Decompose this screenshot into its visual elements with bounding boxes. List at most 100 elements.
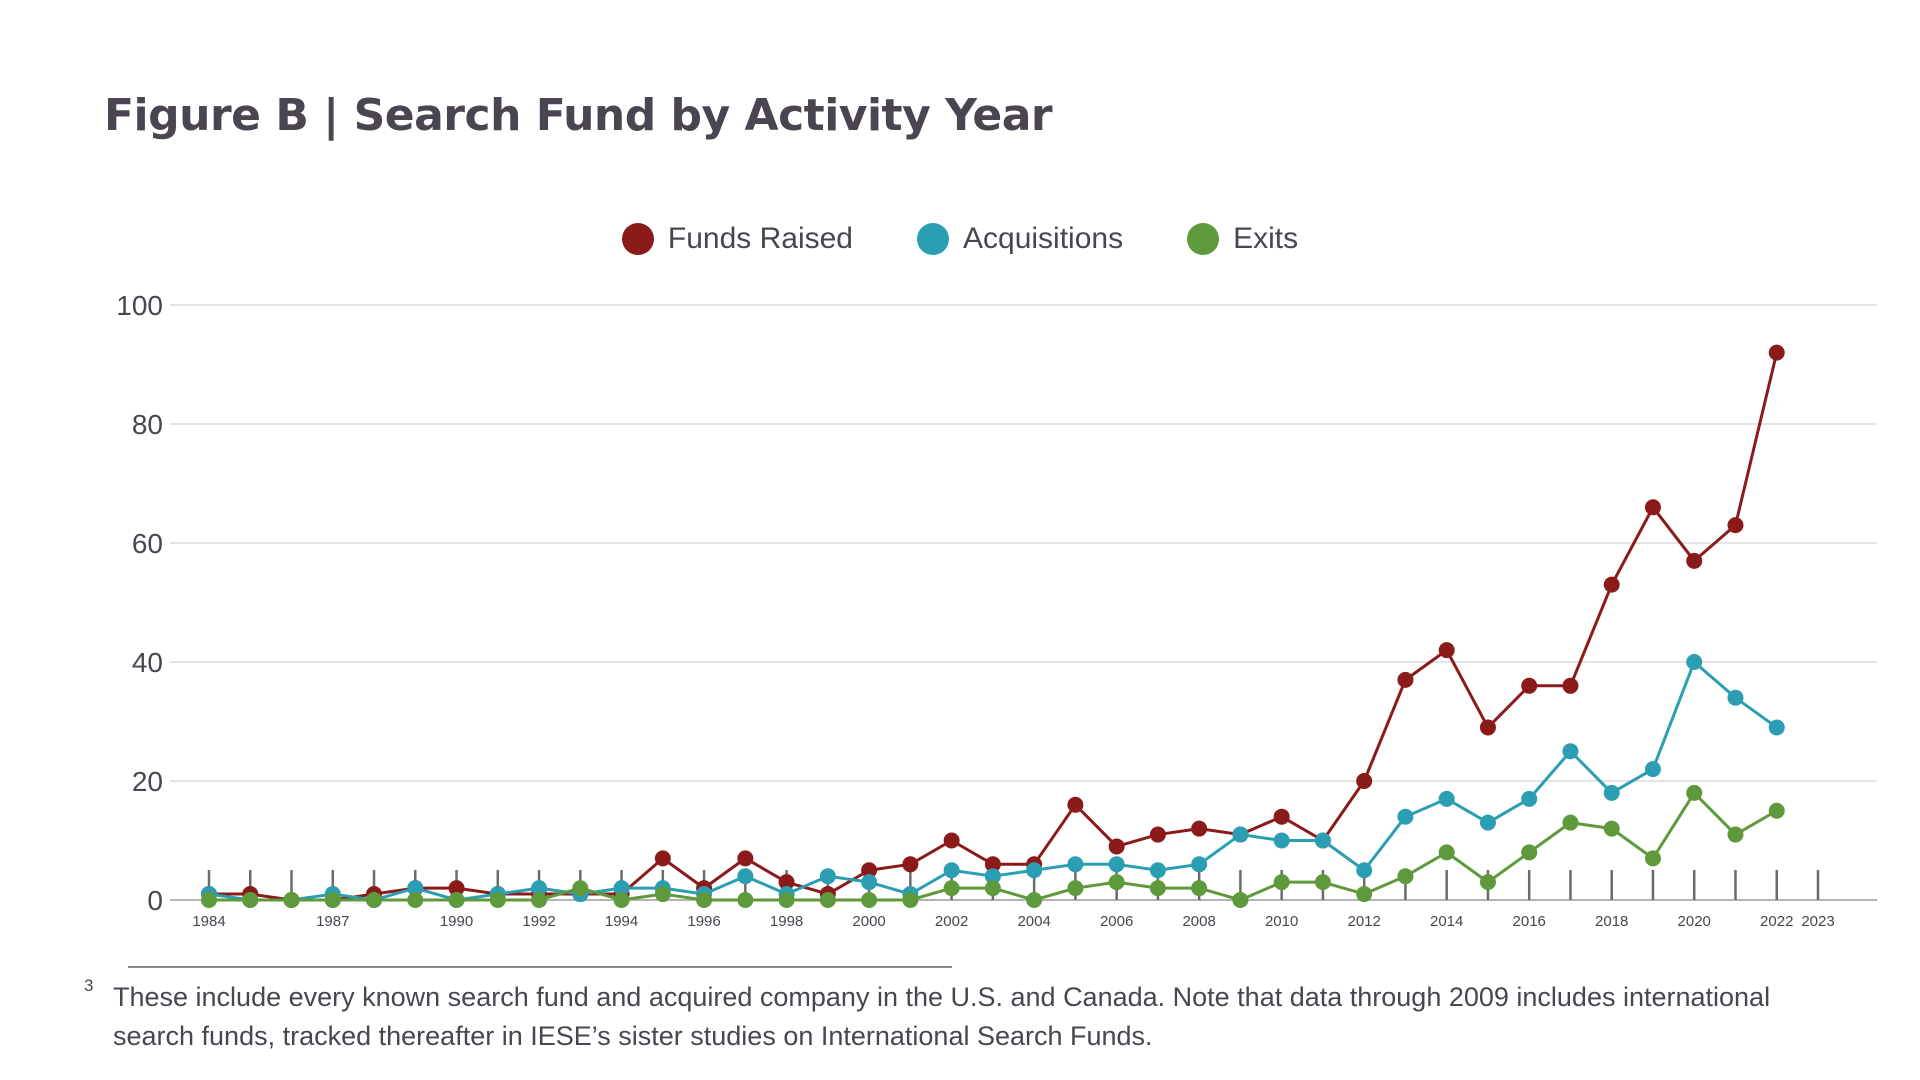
x-tick-label: 1994 bbox=[605, 913, 638, 930]
chart-legend: Funds Raised Acquisitions Exits bbox=[0, 222, 1920, 256]
point-exits-1999 bbox=[819, 892, 836, 908]
point-exits-2015 bbox=[1479, 874, 1496, 891]
footnote-divider bbox=[128, 966, 952, 968]
point-exits-2004 bbox=[1026, 892, 1043, 908]
point-acquisitions-2009 bbox=[1232, 826, 1249, 843]
legend-item-exits: Exits bbox=[1187, 222, 1298, 256]
x-tick-label: 2006 bbox=[1100, 913, 1133, 930]
point-funds-raised-2012 bbox=[1356, 773, 1373, 789]
point-funds-raised-2003 bbox=[984, 856, 1001, 873]
series-exits bbox=[201, 784, 1785, 908]
point-exits-2017 bbox=[1562, 814, 1579, 831]
y-tick-label: 60 bbox=[132, 528, 163, 559]
point-acquisitions-2012 bbox=[1356, 862, 1373, 879]
point-exits-2008 bbox=[1191, 880, 1208, 897]
x-tick-label: 2008 bbox=[1182, 913, 1215, 930]
x-tick-label: 2018 bbox=[1595, 913, 1628, 930]
point-funds-raised-2019 bbox=[1644, 499, 1661, 516]
point-acquisitions-1994 bbox=[613, 880, 630, 897]
y-tick-label: 100 bbox=[116, 290, 163, 321]
point-funds-raised-1995 bbox=[654, 850, 671, 867]
series-funds-raised bbox=[201, 344, 1785, 908]
point-exits-2018 bbox=[1603, 820, 1620, 837]
point-funds-raised-2020 bbox=[1686, 552, 1703, 569]
y-tick-label: 0 bbox=[147, 885, 163, 916]
point-acquisitions-2016 bbox=[1521, 790, 1538, 807]
point-acquisitions-2007 bbox=[1149, 862, 1166, 879]
x-tick-label: 2014 bbox=[1430, 913, 1463, 930]
y-tick-label: 20 bbox=[132, 766, 163, 797]
point-exits-1996 bbox=[696, 892, 713, 908]
point-exits-2010 bbox=[1273, 874, 1290, 891]
x-tick-label: 2023 bbox=[1801, 913, 1834, 930]
point-acquisitions-2002 bbox=[943, 862, 960, 879]
point-acquisitions-2011 bbox=[1314, 832, 1331, 849]
point-exits-1986 bbox=[283, 892, 300, 908]
point-acquisitions-1997 bbox=[737, 868, 754, 885]
point-exits-2006 bbox=[1108, 874, 1125, 891]
point-exits-2000 bbox=[861, 892, 878, 908]
point-exits-1991 bbox=[489, 892, 506, 908]
point-acquisitions-2013 bbox=[1397, 808, 1414, 825]
point-acquisitions-1989 bbox=[407, 880, 424, 897]
x-tick-label: 1996 bbox=[687, 913, 720, 930]
point-acquisitions-2015 bbox=[1479, 814, 1496, 831]
point-acquisitions-2003 bbox=[984, 868, 1001, 885]
point-exits-2016 bbox=[1521, 844, 1538, 861]
x-tick-label: 2012 bbox=[1347, 913, 1380, 930]
x-tick-label: 2020 bbox=[1678, 913, 1711, 930]
point-exits-2009 bbox=[1232, 892, 1249, 908]
point-acquisitions-2004 bbox=[1026, 862, 1043, 879]
chart-grid bbox=[170, 304, 1877, 901]
y-tick-label: 80 bbox=[132, 409, 163, 440]
point-acquisitions-2019 bbox=[1644, 761, 1661, 778]
legend-label: Exits bbox=[1233, 222, 1299, 255]
x-tick-label: 2002 bbox=[935, 913, 968, 930]
point-funds-raised-1998 bbox=[778, 874, 795, 891]
point-exits-2019 bbox=[1644, 850, 1661, 867]
point-funds-raised-2017 bbox=[1562, 677, 1579, 694]
point-funds-raised-2021 bbox=[1727, 517, 1744, 534]
point-exits-1995 bbox=[654, 886, 671, 903]
point-acquisitions-2008 bbox=[1191, 856, 1208, 873]
point-exits-1989 bbox=[407, 892, 424, 908]
footnote-text: These include every known search fund an… bbox=[113, 982, 1771, 1051]
point-exits-2012 bbox=[1356, 886, 1373, 903]
point-exits-1985 bbox=[242, 892, 259, 908]
point-exits-2021 bbox=[1727, 826, 1744, 843]
point-acquisitions-1992 bbox=[531, 880, 548, 897]
point-acquisitions-2006 bbox=[1108, 856, 1125, 873]
point-funds-raised-2006 bbox=[1108, 838, 1125, 855]
point-exits-1988 bbox=[366, 892, 383, 908]
point-funds-raised-1997 bbox=[737, 850, 754, 867]
legend-item-funds-raised: Funds Raised bbox=[621, 222, 853, 256]
legend-marker bbox=[621, 223, 654, 255]
point-exits-2020 bbox=[1686, 784, 1703, 801]
point-exits-2013 bbox=[1397, 868, 1414, 885]
point-exits-1994 bbox=[613, 892, 630, 908]
point-funds-raised-2018 bbox=[1603, 576, 1620, 593]
legend-item-acquisitions: Acquisitions bbox=[917, 222, 1123, 256]
point-acquisitions-2022 bbox=[1768, 719, 1785, 736]
point-funds-raised-2010 bbox=[1273, 808, 1290, 825]
point-funds-raised-2008 bbox=[1191, 820, 1208, 837]
point-funds-raised-2002 bbox=[943, 832, 960, 849]
x-tick-label: 2000 bbox=[852, 913, 885, 930]
point-exits-1992 bbox=[531, 892, 548, 908]
point-funds-raised-2000 bbox=[861, 862, 878, 879]
point-funds-raised-2014 bbox=[1438, 642, 1455, 659]
y-tick-label: 40 bbox=[132, 647, 163, 678]
x-tick-label: 2004 bbox=[1017, 913, 1050, 930]
line-funds-raised bbox=[209, 352, 1779, 902]
point-funds-raised-2005 bbox=[1067, 796, 1084, 813]
x-tick-label: 1992 bbox=[522, 913, 555, 930]
point-acquisitions-2014 bbox=[1438, 790, 1455, 807]
x-tick-label: 1984 bbox=[192, 913, 225, 930]
point-exits-1993 bbox=[572, 880, 589, 897]
x-tick-label: 1998 bbox=[770, 913, 803, 930]
point-exits-1984 bbox=[201, 892, 217, 908]
point-exits-1997 bbox=[737, 892, 754, 908]
x-tick-label: 1990 bbox=[440, 913, 473, 930]
point-acquisitions-2005 bbox=[1067, 856, 1084, 873]
point-acquisitions-2000 bbox=[861, 874, 878, 891]
